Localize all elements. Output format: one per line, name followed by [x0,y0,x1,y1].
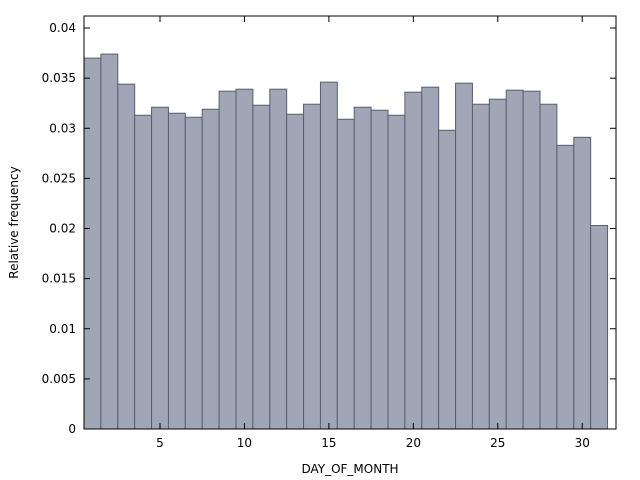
x-tick-label-10: 10 [237,436,252,450]
bar-day-13 [286,113,305,430]
bar-day-15 [319,81,338,430]
bars-group [83,53,609,430]
x-ticks-group: 5 10 15 20 25 30 [156,16,590,450]
y-tick-label-6: 0.03 [49,121,76,135]
bar-day-29 [556,144,575,430]
bar-day-23 [455,82,473,430]
y-tick-label-1: 0.005 [42,372,76,386]
y-ticks-group: 0 0.005 0.01 0.015 0.02 0.025 0.03 0.035 0.04 [42,21,616,436]
bar-day-4 [134,114,153,430]
bar-day-6 [167,112,186,430]
x-tick-label-15: 15 [321,436,336,450]
bar-day-27 [522,90,541,430]
bar-day-8 [201,108,220,430]
plot-frame [83,15,617,430]
y-tick-label-2: 0.01 [49,322,76,336]
bar-day-12 [269,88,288,430]
x-tick-label-5: 5 [156,436,164,450]
bar-day-21 [421,86,440,430]
x-tick-label-25: 25 [490,436,505,450]
y-tick-label-4: 0.02 [49,222,76,236]
bar-day-7 [184,116,203,430]
bar-day-25 [488,98,507,430]
y-tick-label-8: 0.04 [49,21,76,35]
bar-day-11 [252,104,271,430]
x-tick-label-30: 30 [575,436,590,450]
bar-day-28 [539,103,558,430]
bar-day-30 [573,136,592,430]
bar-day-16 [336,118,355,430]
bar-day-3 [117,83,136,430]
y-tick-label-5: 0.025 [42,171,76,185]
bar-day-31 [590,225,609,430]
y-tick-label-3: 0.015 [42,272,76,286]
bar-day-24 [471,103,490,430]
bar-day-19 [387,114,406,430]
x-axis-label: DAY_OF_MONTH [301,462,398,476]
bar-day-2 [100,53,119,430]
y-axis-label: Relative frequency [7,166,21,278]
bar-day-9 [218,90,237,430]
bar-day-22 [438,129,457,430]
bar-day-5 [151,106,169,430]
y-tick-label-0: 0 [68,422,76,436]
bar-day-20 [404,91,423,430]
bar-day-10 [235,88,254,430]
bar-day-26 [505,89,524,430]
bar-day-18 [370,109,389,430]
bar-day-1 [83,57,102,430]
bar-day-14 [303,103,321,430]
bar-day-17 [353,106,372,430]
y-tick-label-7: 0.035 [42,71,76,85]
x-tick-label-20: 20 [406,436,421,450]
